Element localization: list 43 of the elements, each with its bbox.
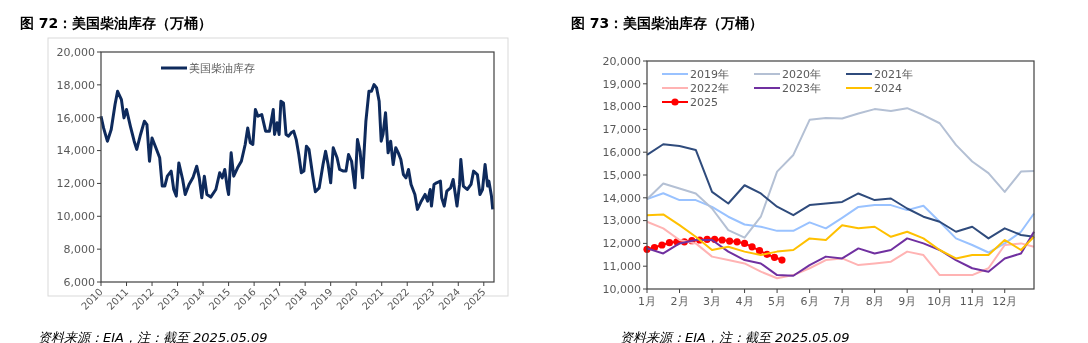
y-tick-label: 20,000: [602, 54, 641, 68]
y-tick-label: 10,000: [56, 210, 95, 224]
x-tick-label: 10月: [927, 295, 953, 308]
y-tick-label: 12,000: [602, 237, 641, 251]
y-tick-label: 18,000: [602, 100, 641, 114]
y-tick-label: 6,000: [63, 275, 95, 289]
x-tick-label: 12月: [992, 295, 1018, 308]
y-tick-label: 17,000: [602, 123, 641, 137]
y-tick-label: 18,000: [56, 78, 95, 92]
legend-label: 2019年: [690, 67, 729, 81]
chart-title: 图 73：美国柴油库存（万桶）: [571, 15, 764, 31]
y-tick-label: 16,000: [56, 111, 95, 125]
text: 资料来源：EIA，注：截至 2025.05.09: [38, 330, 268, 343]
legend-label: 2020年: [782, 67, 821, 81]
y-tick-label: 8,000: [63, 242, 95, 256]
x-tick-label: 1月: [638, 295, 656, 308]
y-tick-label: 14,000: [56, 144, 95, 158]
y-tick-label: 11,000: [602, 260, 641, 274]
y-tick-label: 12,000: [56, 177, 95, 191]
y-tick-label: 19,000: [602, 77, 641, 91]
x-tick-label: 7月: [833, 295, 852, 308]
x-tick-label: 8月: [865, 295, 884, 308]
x-tick-label: 3月: [703, 295, 722, 308]
legend-label: 2021年: [874, 67, 913, 81]
x-tick-label: 5月: [768, 295, 787, 308]
x-tick-label: 4月: [735, 295, 754, 308]
y-tick-label: 13,000: [602, 214, 641, 228]
chart-title: 图 72：美国柴油库存（万桶）: [20, 15, 213, 31]
y-tick-label: 16,000: [602, 146, 641, 160]
y-tick-label: 10,000: [602, 282, 641, 296]
x-tick-label: 2月: [670, 295, 689, 308]
text: 资料来源：EIA，注：截至 2025.05.09: [620, 330, 850, 343]
x-tick-label: 11月: [959, 295, 985, 308]
legend-label: 美国柴油库存: [189, 61, 255, 75]
x-tick-label: 6月: [800, 295, 819, 308]
y-tick-label: 20,000: [56, 45, 95, 59]
y-tick-label: 14,000: [602, 191, 641, 205]
legend-label: 2024: [874, 81, 902, 95]
legend-label: 2025: [690, 95, 718, 109]
x-tick-label: 9月: [898, 295, 917, 308]
legend-label: 2022年: [690, 81, 729, 95]
y-tick-label: 15,000: [602, 168, 641, 182]
legend-label: 2023年: [782, 81, 821, 95]
